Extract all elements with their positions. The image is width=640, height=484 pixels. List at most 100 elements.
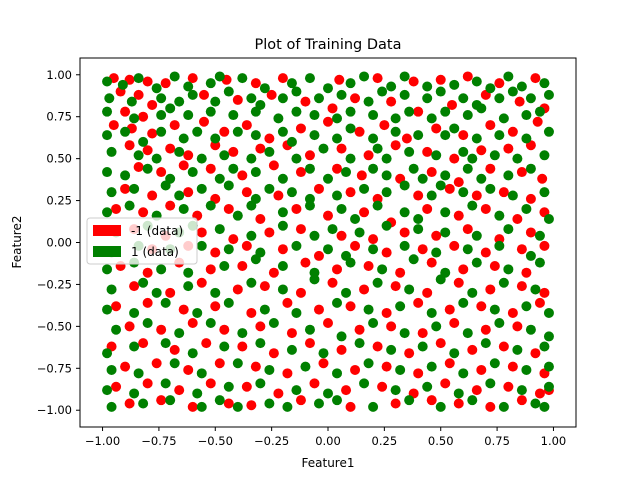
point-one <box>539 401 550 412</box>
point-minus-one <box>444 304 455 315</box>
point-one <box>494 240 505 251</box>
point-one <box>223 180 234 191</box>
point-minus-one <box>327 103 338 114</box>
point-minus-one <box>183 150 194 161</box>
points-layer <box>102 71 554 412</box>
point-minus-one <box>417 328 428 339</box>
point-minus-one <box>530 348 541 359</box>
point-one <box>120 170 131 181</box>
point-one <box>223 297 234 308</box>
point-one <box>304 200 315 211</box>
point-minus-one <box>300 96 311 107</box>
point-minus-one <box>147 128 158 139</box>
point-minus-one <box>295 123 306 134</box>
point-one <box>534 230 545 241</box>
point-one <box>422 81 433 92</box>
point-minus-one <box>336 230 347 241</box>
point-one <box>345 257 356 268</box>
point-one <box>422 93 433 104</box>
point-one <box>489 150 500 161</box>
point-one <box>151 153 162 164</box>
point-minus-one <box>516 281 527 292</box>
y-axis: −1.00 −0.75 −0.50 −0.25 0.00 0.25 0.50 0.75 1.00 <box>37 68 80 417</box>
point-one <box>426 307 437 318</box>
point-minus-one <box>413 297 424 308</box>
point-one <box>525 250 536 261</box>
point-one <box>219 341 230 352</box>
y-tick-label: 0.25 <box>46 194 72 208</box>
point-one <box>106 284 117 295</box>
point-minus-one <box>147 190 158 201</box>
point-one <box>291 307 302 318</box>
point-one <box>129 307 140 318</box>
point-one <box>476 173 487 184</box>
point-one <box>214 395 225 406</box>
point-minus-one <box>178 304 189 315</box>
point-minus-one <box>350 240 361 251</box>
point-one <box>449 123 460 134</box>
point-one <box>323 173 333 184</box>
point-one <box>126 96 137 107</box>
point-minus-one <box>142 145 153 156</box>
point-one <box>512 344 523 355</box>
point-one <box>503 224 514 235</box>
point-minus-one <box>165 200 176 211</box>
x-tick-label: −0.25 <box>254 434 289 448</box>
point-one <box>187 89 198 100</box>
point-minus-one <box>295 287 306 298</box>
point-minus-one <box>304 338 315 349</box>
point-one <box>368 244 379 255</box>
point-one <box>246 93 257 104</box>
point-minus-one <box>120 361 131 372</box>
point-one <box>368 163 379 174</box>
point-one <box>467 153 478 164</box>
point-one <box>205 78 216 89</box>
point-minus-one <box>449 240 460 251</box>
point-one <box>530 284 541 295</box>
legend: -1 (data) 1 (data) <box>86 217 198 265</box>
point-one <box>142 318 153 329</box>
point-minus-one <box>183 187 194 198</box>
legend-swatch-one <box>93 246 121 257</box>
point-minus-one <box>147 99 158 110</box>
point-one <box>214 71 225 82</box>
point-one <box>539 341 550 352</box>
point-one <box>323 83 333 94</box>
point-one <box>286 136 297 147</box>
point-one <box>232 210 243 221</box>
point-one <box>521 364 532 375</box>
point-minus-one <box>426 257 437 268</box>
point-minus-one <box>462 224 473 235</box>
point-one <box>174 190 185 201</box>
point-one <box>521 301 532 312</box>
point-one <box>219 260 230 271</box>
point-minus-one <box>435 74 446 85</box>
point-minus-one <box>205 378 216 389</box>
point-one <box>395 301 406 312</box>
point-one <box>372 200 383 211</box>
point-minus-one <box>449 153 460 164</box>
point-one <box>413 224 424 235</box>
point-minus-one <box>124 140 135 151</box>
point-minus-one <box>363 260 374 271</box>
point-minus-one <box>525 227 536 238</box>
point-one <box>250 167 261 178</box>
point-one <box>426 190 437 201</box>
point-one <box>539 187 550 198</box>
point-one <box>237 328 248 339</box>
point-one <box>525 324 536 335</box>
point-one <box>318 348 329 359</box>
point-minus-one <box>485 284 496 295</box>
point-one <box>494 318 505 329</box>
point-one <box>174 96 185 107</box>
point-minus-one <box>255 214 266 225</box>
point-minus-one <box>232 94 243 105</box>
point-minus-one <box>386 96 397 107</box>
point-minus-one <box>386 321 397 332</box>
x-tick-label: −0.50 <box>198 434 233 448</box>
point-one <box>138 398 149 409</box>
point-one <box>120 126 131 137</box>
legend-swatch-minus-one <box>93 225 121 236</box>
point-one <box>205 318 216 329</box>
